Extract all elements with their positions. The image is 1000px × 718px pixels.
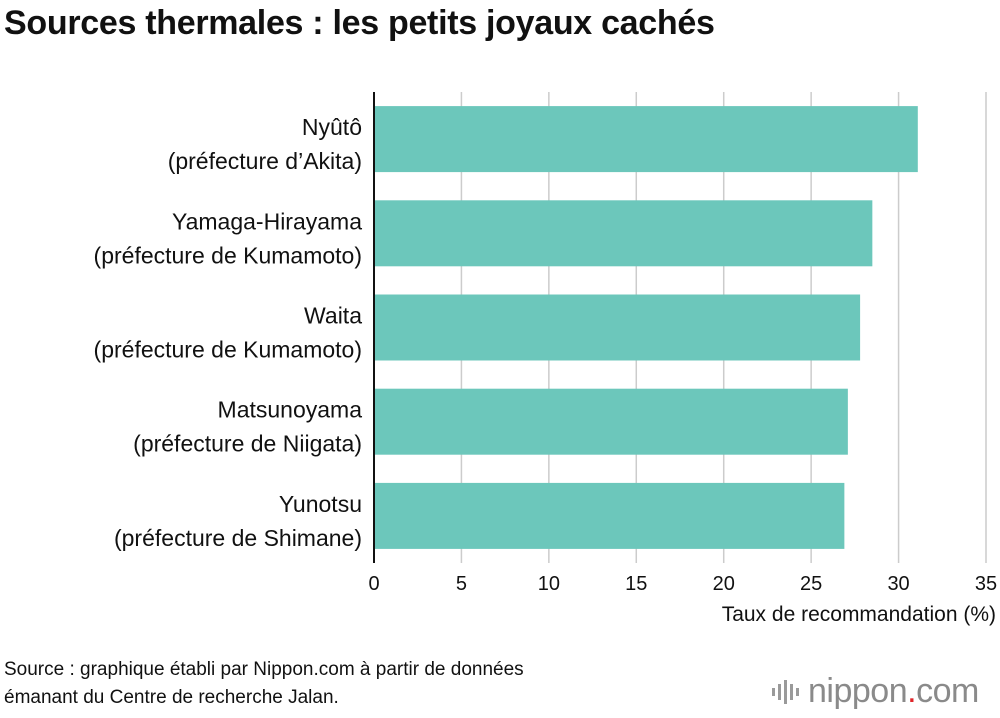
bar-chart: Nyûtô (préfecture d’Akita) Yamaga-Hirayama… <box>94 92 997 626</box>
category-name: Yamaga-Hirayama <box>172 208 362 234</box>
category-prefecture: (préfecture de Kumamoto) <box>94 337 362 363</box>
logo-text: nippon.com <box>808 672 979 710</box>
category-prefecture: (préfecture de Kumamoto) <box>94 242 362 268</box>
bar <box>374 388 848 455</box>
category-prefecture: (préfecture de Niigata) <box>133 431 362 457</box>
category-label: Yunotsu (préfecture de Shimane) <box>114 491 362 551</box>
category-name: Nyûtô <box>302 114 362 140</box>
bar <box>374 294 861 361</box>
category-label: Matsunoyama (préfecture de Niigata) <box>133 397 362 457</box>
x-tick-label: 15 <box>625 573 647 595</box>
x-tick-label: 5 <box>456 573 467 595</box>
category-label: Yamaga-Hirayama (préfecture de Kumamoto) <box>94 208 363 268</box>
category-label: Waita (préfecture de Kumamoto) <box>94 303 363 363</box>
source-line-1: Source : graphique établi par Nippon.com… <box>4 659 524 680</box>
x-tick-label: 20 <box>713 573 735 595</box>
logo-bars-icon <box>772 679 799 704</box>
chart-title: Sources thermales : les petits joyaux ca… <box>4 4 715 42</box>
x-tick-label: 35 <box>975 573 997 595</box>
category-label: Nyûtô (préfecture d’Akita) <box>168 114 362 174</box>
bar <box>374 200 873 267</box>
bar <box>374 482 845 549</box>
x-axis-title: Taux de recommandation (%) <box>722 603 996 626</box>
nippon-logo: nippon.com <box>772 672 979 711</box>
source-note: Source : graphique établi par Nippon.com… <box>4 656 524 712</box>
x-tick-label: 0 <box>368 573 379 595</box>
category-name: Yunotsu <box>279 491 362 517</box>
category-prefecture: (préfecture d’Akita) <box>168 148 362 174</box>
category-prefecture: (préfecture de Shimane) <box>114 525 362 551</box>
bar <box>374 106 918 173</box>
x-tick-label: 30 <box>887 573 909 595</box>
x-tick-label: 25 <box>800 573 822 595</box>
category-name: Matsunoyama <box>218 397 363 423</box>
x-tick-label: 10 <box>538 573 560 595</box>
source-line-2: émanant du Centre de recherche Jalan. <box>4 687 339 708</box>
category-name: Waita <box>304 303 362 329</box>
